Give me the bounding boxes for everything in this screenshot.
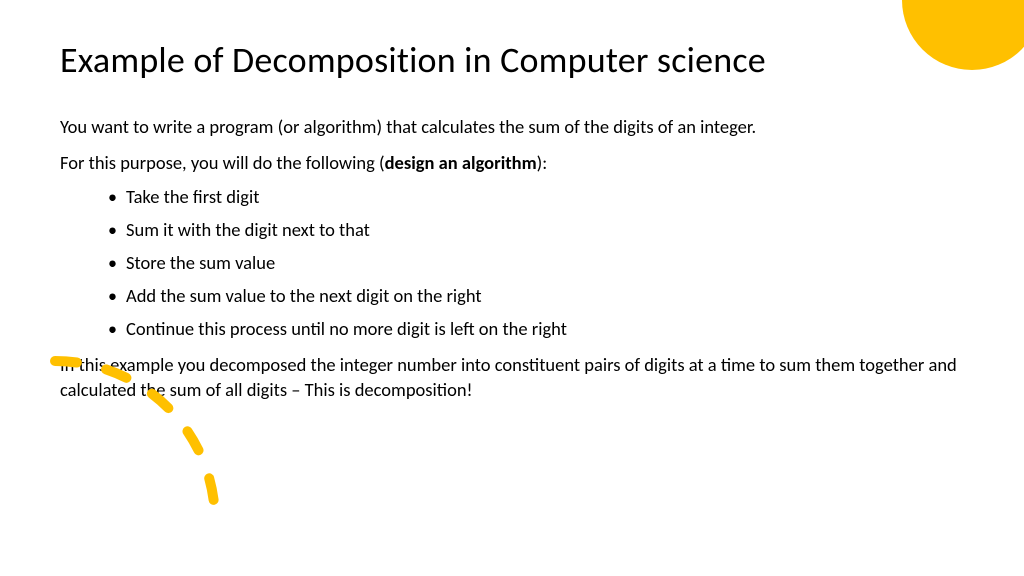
intro-paragraph: You want to write a program (or algorith…: [60, 114, 974, 140]
lead-in-prefix: For this purpose, you will do the follow…: [60, 151, 385, 174]
list-item: Add the sum value to the next digit on t…: [126, 284, 974, 309]
lead-in-paragraph: For this purpose, you will do the follow…: [60, 150, 974, 176]
list-item: Take the first digit: [126, 185, 974, 210]
slide-body: You want to write a program (or algorith…: [60, 114, 974, 403]
lead-in-suffix: ):: [537, 151, 548, 174]
list-item: Store the sum value: [126, 251, 974, 276]
bullet-list: Take the first digit Sum it with the dig…: [60, 185, 974, 342]
list-item: Continue this process until no more digi…: [126, 317, 974, 342]
slide: Example of Decomposition in Computer sci…: [0, 0, 1024, 576]
slide-title: Example of Decomposition in Computer sci…: [60, 38, 974, 82]
conclusion-paragraph: In this example you decomposed the integ…: [60, 352, 974, 403]
list-item: Sum it with the digit next to that: [126, 218, 974, 243]
lead-in-bold: design an algorithm: [385, 151, 537, 174]
